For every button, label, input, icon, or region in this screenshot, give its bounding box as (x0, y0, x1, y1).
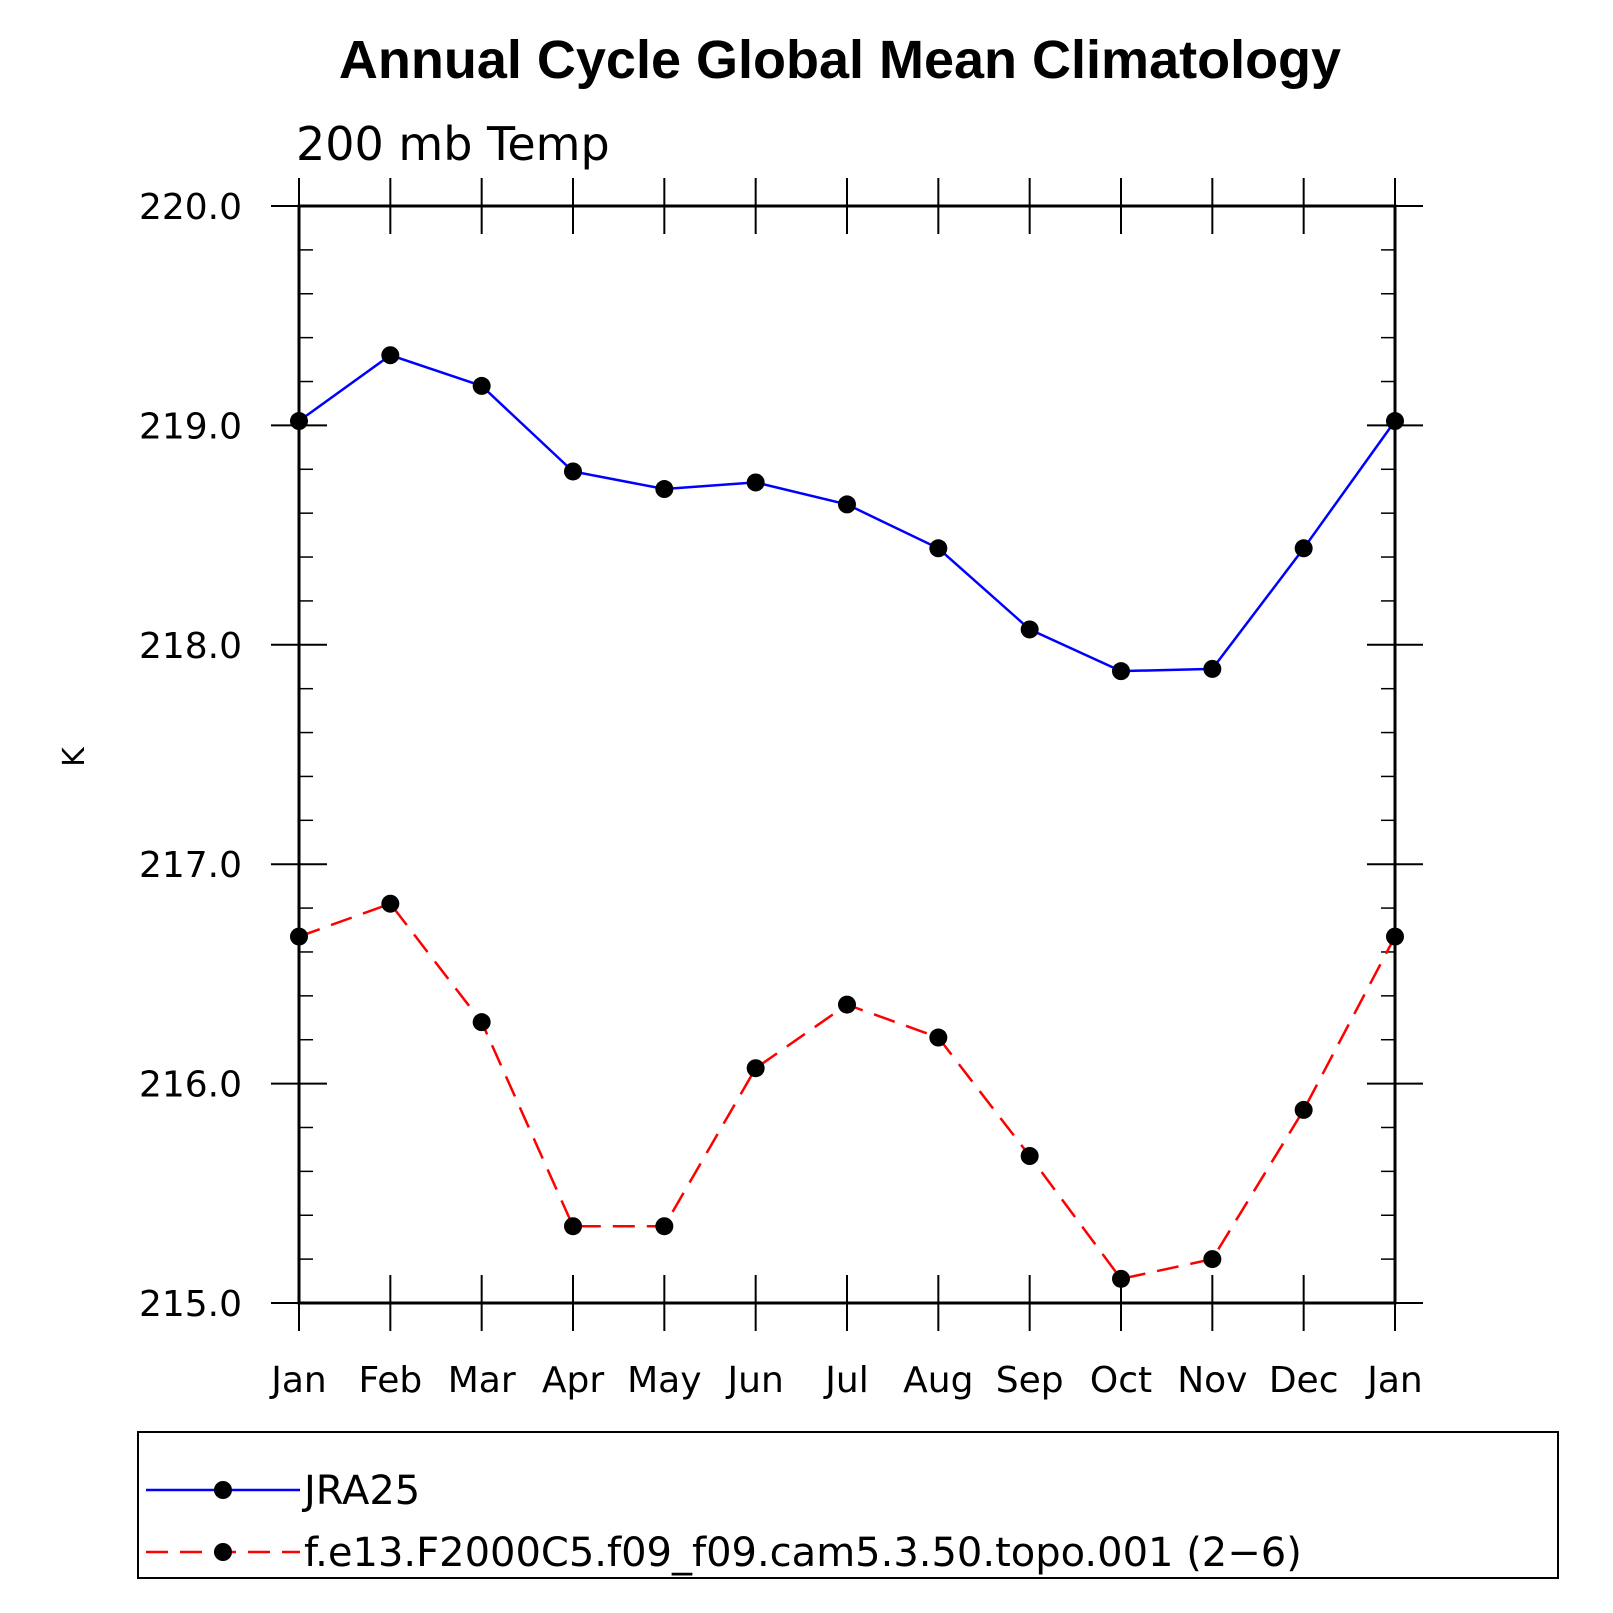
data-point (290, 927, 308, 946)
data-point (1112, 1269, 1130, 1288)
x-tick-labels: Jan Feb Mar Apr May Jun Jul Aug Sep Oct Nov Dec Jan (269, 1360, 1423, 1401)
series-points (290, 346, 1404, 1288)
y-tick-label: 220.0 (139, 187, 242, 228)
data-point (1386, 927, 1404, 946)
chart-title: Annual Cycle Global Mean Climatology (339, 30, 1341, 90)
legend-label-1: JRA25 (301, 1468, 420, 1514)
legend: JRA25 f.e13.F2000C5.f09_f09.cam5.3.50.top… (137, 1431, 1559, 1579)
data-point (472, 1013, 491, 1032)
data-point (1294, 1100, 1313, 1119)
legend-marker-2 (214, 1543, 232, 1561)
y-axis-label: K (57, 746, 92, 767)
data-point (381, 346, 400, 365)
data-point (1020, 620, 1039, 639)
x-tick-label: Apr (542, 1360, 604, 1401)
y-tick-label: 219.0 (139, 406, 242, 447)
chart-subtitle: 200 mb Temp (296, 117, 610, 171)
data-point (838, 495, 856, 514)
y-tick-label: 218.0 (139, 626, 242, 667)
y-tick-label: 217.0 (139, 845, 242, 886)
legend-box (137, 1431, 1559, 1579)
x-tick-label: Aug (903, 1360, 973, 1401)
x-tick-label: Sep (996, 1360, 1064, 1401)
legend-marker-1 (214, 1481, 232, 1499)
x-tick-label: Jul (823, 1360, 868, 1401)
data-point (929, 539, 948, 558)
data-point (1020, 1147, 1039, 1166)
data-point (1203, 659, 1222, 678)
x-tick-label: Oct (1090, 1360, 1152, 1401)
series-line-2 (298, 902, 1397, 1281)
legend-label-2: f.e13.F2000C5.f09_f09.cam5.3.50.topo.001… (304, 1530, 1302, 1576)
data-point (1294, 539, 1313, 558)
data-point (746, 1059, 765, 1078)
data-point (290, 412, 308, 431)
data-point (655, 480, 674, 499)
data-point (746, 473, 765, 492)
x-tick-label: Jun (726, 1360, 784, 1401)
x-tick-label: Mar (448, 1360, 516, 1401)
data-point (564, 462, 582, 481)
y-tick-label: 215.0 (139, 1284, 242, 1325)
x-tick-label: Feb (358, 1360, 422, 1401)
data-point (564, 1217, 582, 1236)
plot-frame (297, 204, 1397, 1305)
data-point (1112, 662, 1130, 681)
data-point (1386, 412, 1404, 431)
data-point (655, 1217, 674, 1236)
y-tick-labels: 215.0 216.0 217.0 218.0 219.0 220.0 (139, 187, 242, 1325)
x-tick-label: May (627, 1360, 701, 1401)
x-tick-label: Jan (1365, 1360, 1423, 1401)
x-tick-label: Nov (1177, 1360, 1247, 1401)
data-point (838, 995, 856, 1014)
data-point (381, 894, 400, 913)
data-point (472, 376, 491, 395)
data-point (1203, 1250, 1222, 1269)
series-lines (298, 353, 1397, 1281)
axis-ticks (271, 178, 1423, 1331)
x-tick-label: Dec (1269, 1360, 1339, 1401)
data-point (929, 1028, 948, 1047)
y-tick-label: 216.0 (139, 1065, 242, 1106)
x-tick-label: Jan (269, 1360, 327, 1401)
